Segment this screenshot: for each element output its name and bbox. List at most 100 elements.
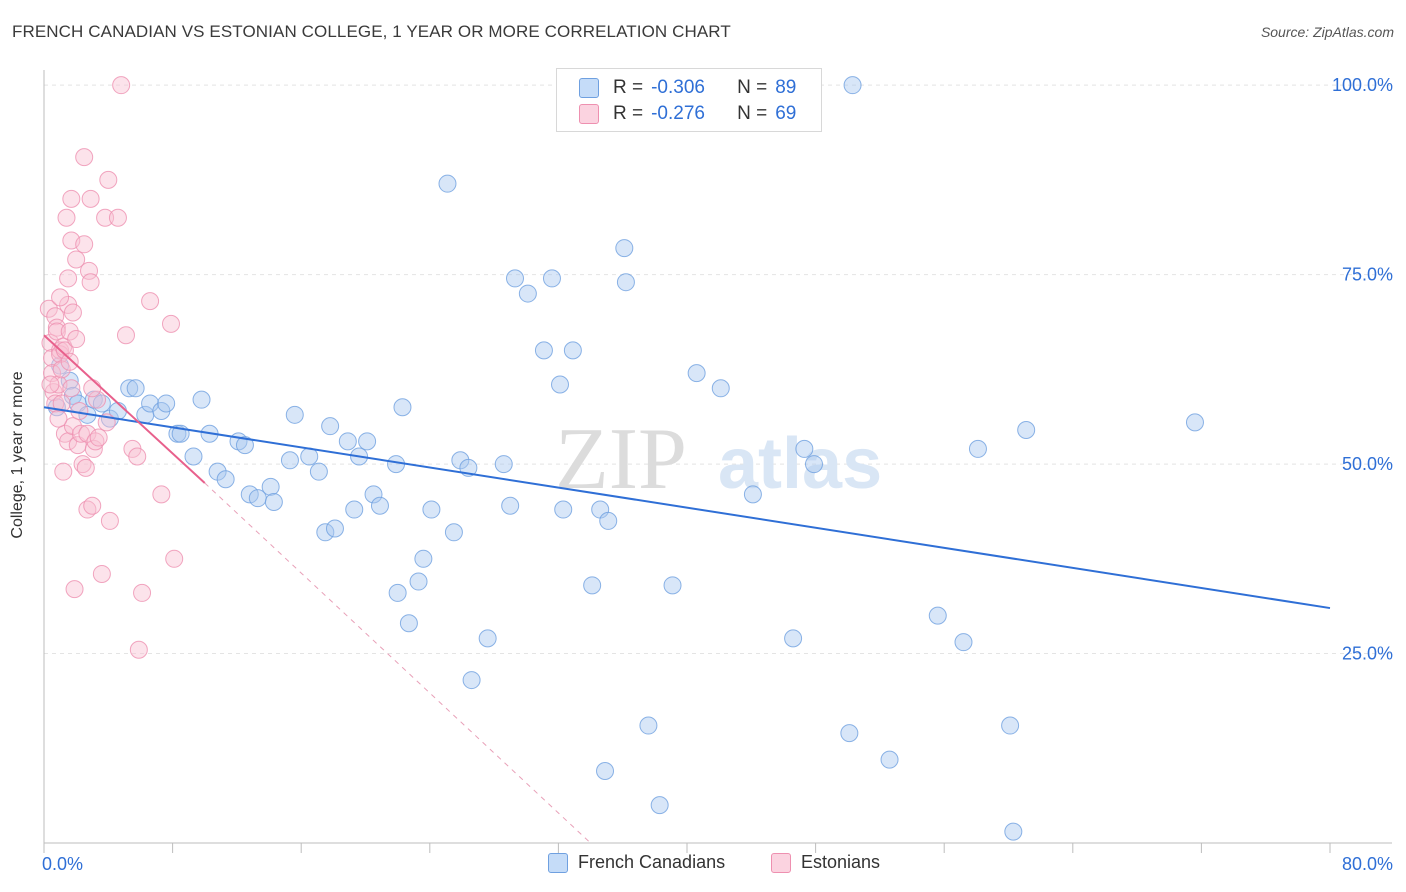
french-canadians-point [534,341,553,360]
estonians-point [83,496,102,515]
x-tick-label-min: 0.0% [42,854,83,874]
french-canadians-point [345,500,364,519]
french-canadians-point [264,492,283,511]
estonians-point [67,330,86,349]
french-canadians-point [784,629,803,648]
source-label: Source: ZipAtlas.com [1260,24,1394,40]
french-canadians-point [192,390,211,409]
legend-n-label: N = [737,77,768,98]
french-canadians-point [1004,822,1023,841]
estonians-point [62,379,81,398]
estonians-point [133,583,152,602]
estonians-point [67,250,86,269]
y-tick-label: 100.0% [1332,75,1393,95]
french-canadians-point [358,432,377,451]
estonians-point [128,447,147,466]
french-canadians-point [399,614,418,633]
french-canadians-point [501,496,520,515]
y-tick-label: 50.0% [1342,454,1393,474]
estonians-point [116,326,135,345]
legend-n-value: 89 [775,77,797,98]
estonians-trendline-extension [204,482,591,844]
french-canadians-point [505,269,524,288]
french-canadians-point [616,273,635,292]
estonians-point [108,208,127,227]
legend-row-estonians: R = -0.276 N = 69 [579,102,796,126]
estonians-point [129,640,148,659]
estonians-point [46,307,65,326]
french-canadians-point [596,762,615,781]
estonians-point [57,208,76,227]
french-canadians-point [687,364,706,383]
estonians-point [112,76,131,95]
estonians-point [81,273,100,292]
y-tick-label: 75.0% [1342,265,1393,285]
french-canadians-point [880,750,899,769]
y-axis-label: College, 1 year or more [9,371,26,539]
legend-n-label: N = [737,103,768,124]
legend-r-label: R = [613,77,644,98]
french-canadians-point [325,519,344,538]
estonians-point [141,292,160,311]
legend-swatch-estonians [579,104,599,124]
french-canadians-point [954,633,973,652]
french-canadians-point [639,716,658,735]
french-canadians-point [599,511,618,530]
french-canadians-point [444,523,463,542]
french-canadians-point [216,470,235,489]
estonians-point [55,341,74,360]
estonians-point [92,564,111,583]
bottom-legend-french-canadians: French Canadians [548,852,725,873]
legend-swatch-french-canadians [579,78,599,98]
french-canadians-point [843,76,862,95]
estonians-point [71,424,90,443]
estonians-point [96,208,115,227]
french-canadians-point [968,439,987,458]
y-tick-label: 25.0% [1342,644,1393,664]
legend-row-french-canadians: R = -0.306 N = 89 [579,76,796,100]
french-canadians-point [554,500,573,519]
french-canadians-point [1017,420,1036,439]
estonians-point [75,148,94,167]
french-canadians-point [563,341,582,360]
french-canadians-point [280,451,299,470]
french-canadians-point [157,394,176,413]
legend-r-value: -0.306 [651,77,705,98]
watermark-atlas: atlas [718,424,882,504]
estonians-point [63,303,82,322]
estonians-point [76,458,95,477]
estonians-point [43,364,62,383]
estonians-point [59,269,78,288]
legend-r-value: -0.276 [651,103,705,124]
estonians-point [47,322,66,341]
estonians-trendline [43,334,206,484]
estonians-point [99,170,118,189]
estonians-point [52,394,71,413]
french-canadians-point [388,583,407,602]
estonians-point [62,189,81,208]
french-canadians-point [338,432,357,451]
french-canadians-point [478,629,497,648]
french-canadians-point [583,576,602,595]
estonians-point [165,549,184,568]
bottom-legend-swatch-estonians [771,852,791,873]
bottom-legend-label: Estonians [801,852,881,872]
watermark: ZIP atlas [555,411,882,508]
data-points [39,76,1204,841]
french-canadians-point [494,455,513,474]
french-canadians-point [235,436,254,455]
legend-n-value: 69 [775,103,797,124]
french-canadians-point [542,269,561,288]
estonians-point [41,375,60,394]
estonians-point [89,428,108,447]
trend-lines [43,334,1331,844]
french-canadians-point [804,455,823,474]
french-canadians-point [711,379,730,398]
french-canadians-point [743,485,762,504]
estonians-point [88,390,107,409]
estonians-point [75,235,94,254]
gridlines [44,84,1392,655]
chart-title: FRENCH CANADIAN VS ESTONIAN COLLEGE, 1 Y… [12,22,731,41]
estonians-point [39,299,58,318]
french-canadians-point [650,796,669,815]
